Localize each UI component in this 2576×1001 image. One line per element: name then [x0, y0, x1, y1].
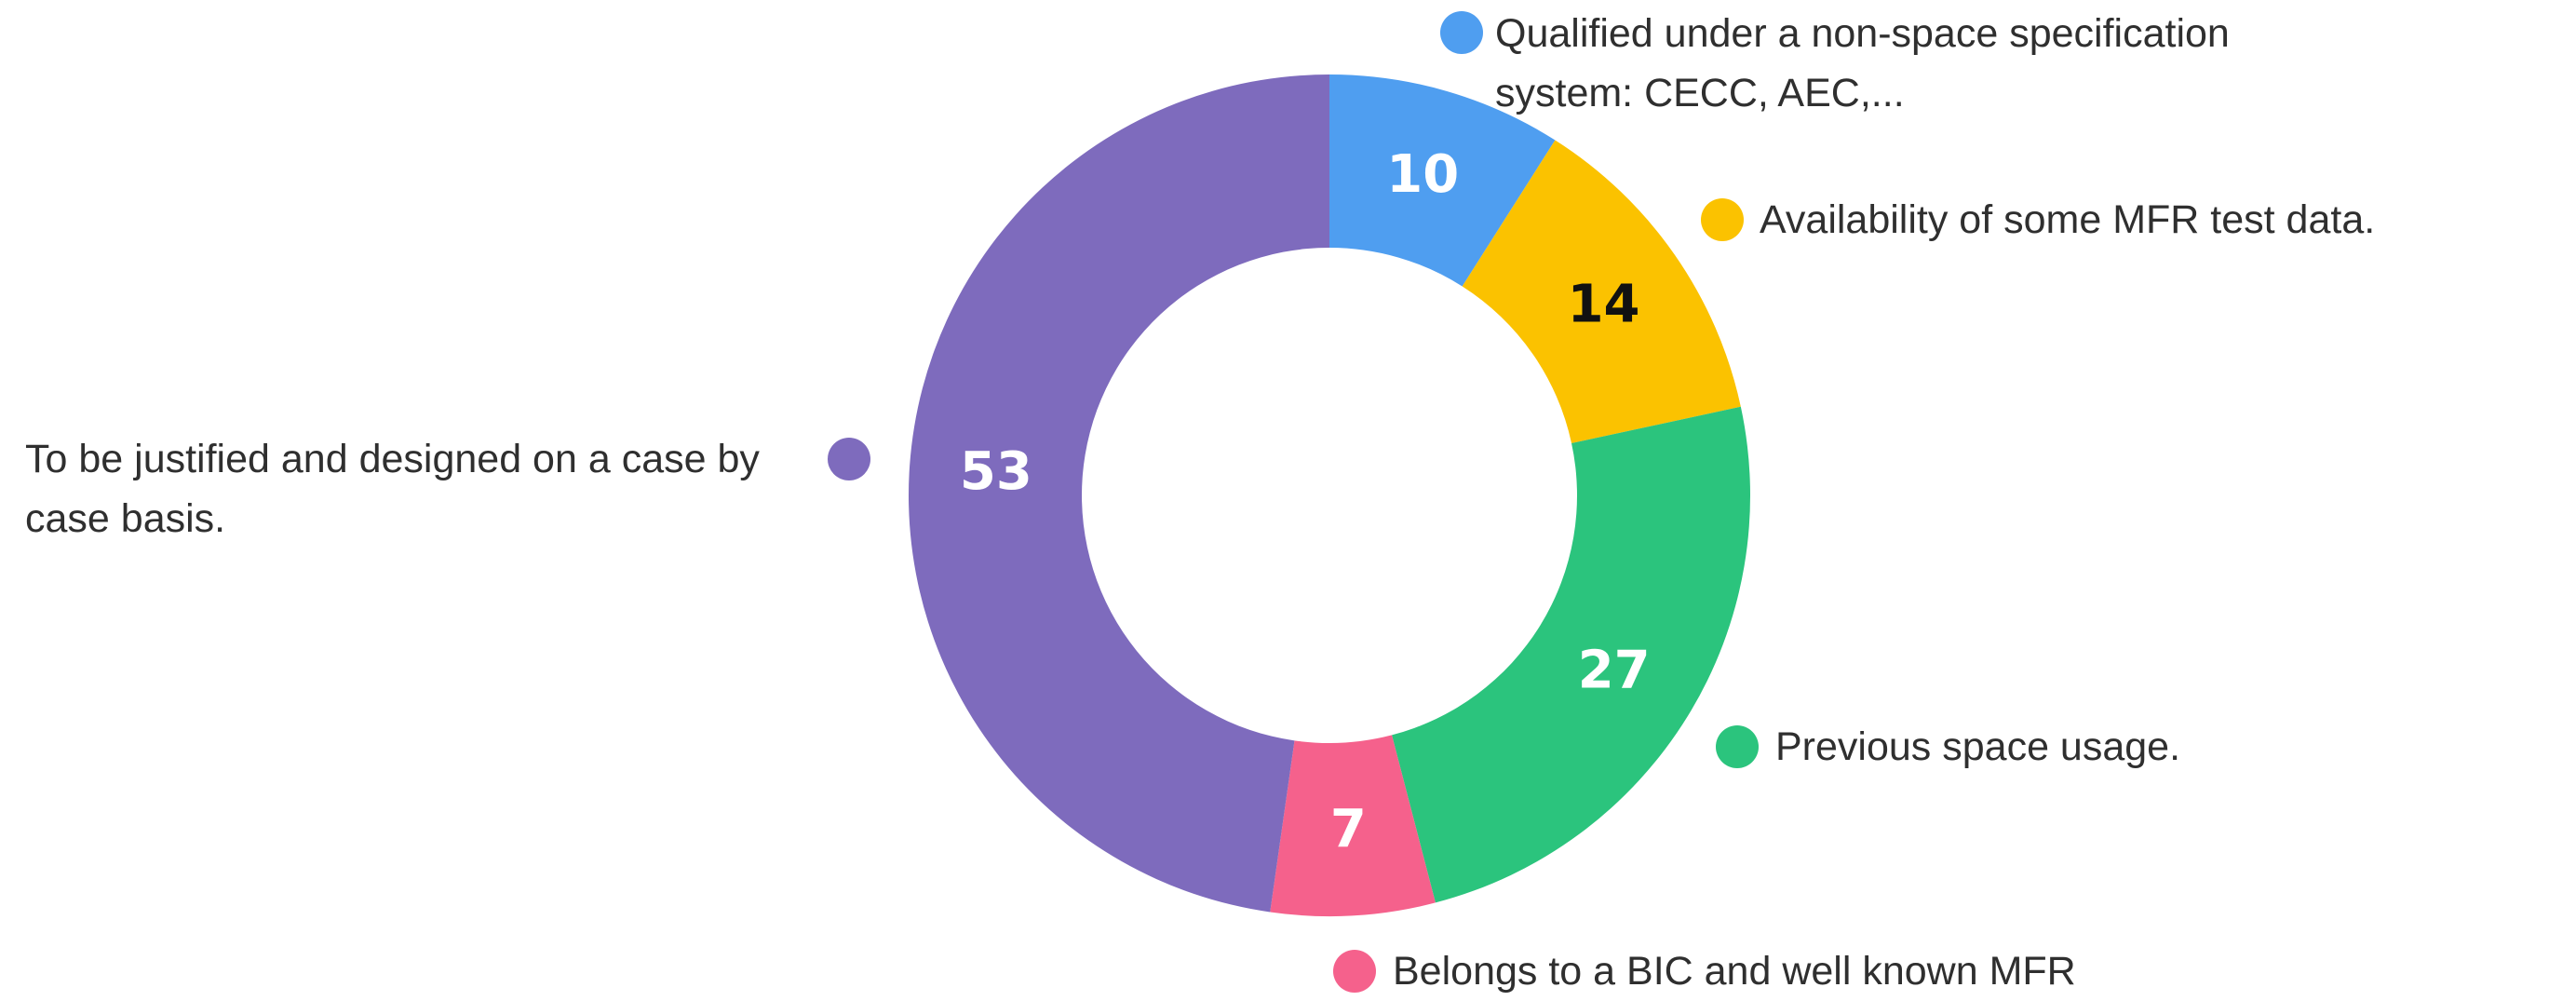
- donut-segment: [1270, 735, 1436, 916]
- donut-segment: [1329, 74, 1556, 287]
- donut-segment: [909, 74, 1329, 913]
- legend-dot: [828, 438, 870, 480]
- legend-dot: [1333, 950, 1376, 993]
- value-label: 7: [1330, 799, 1367, 859]
- legend-label: Previous space usage.: [1775, 724, 2181, 769]
- value-label: 27: [1578, 641, 1651, 701]
- value-label: 14: [1568, 274, 1640, 334]
- legend-dot: [1440, 11, 1483, 54]
- legend-label: Belongs to a BIC and well known MFR: [1393, 949, 2076, 994]
- legend-dot: [1716, 725, 1759, 768]
- donut-segment: [1392, 406, 1750, 903]
- value-label: 53: [960, 441, 1032, 502]
- value-label: 10: [1386, 144, 1459, 205]
- legend-label: To be justified and designed on a case b…: [25, 437, 760, 541]
- legend-label: Availability of some MFR test data.: [1760, 197, 2376, 242]
- donut-segment: [1462, 140, 1741, 443]
- legend-label: Qualified under a non-space specificatio…: [1495, 11, 2230, 115]
- legend-dot: [1701, 198, 1744, 241]
